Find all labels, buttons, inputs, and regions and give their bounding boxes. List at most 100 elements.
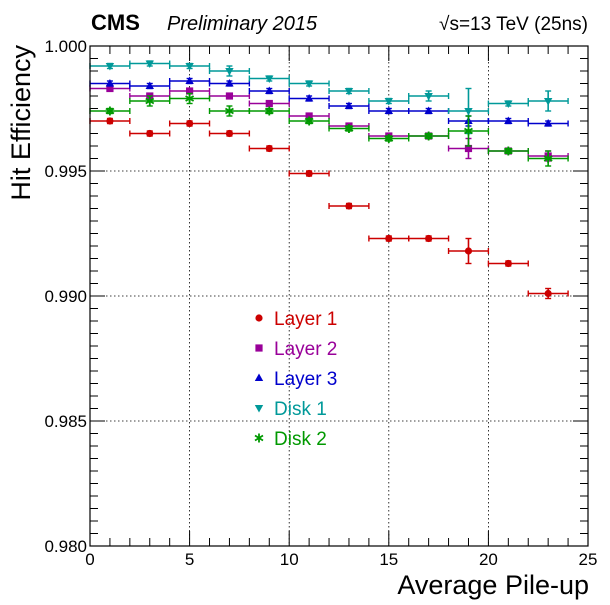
star-arm — [145, 97, 155, 105]
data-marker — [504, 116, 513, 124]
data-point — [408, 106, 450, 115]
data-marker — [424, 106, 433, 114]
data-point — [487, 259, 529, 268]
star-arm — [264, 107, 274, 115]
data-marker — [425, 234, 433, 243]
legend-marker — [254, 373, 264, 381]
data-marker — [105, 79, 115, 87]
series-layer-1 — [89, 117, 569, 300]
data-point — [248, 99, 290, 108]
data-point — [368, 97, 410, 106]
data-point — [248, 86, 290, 95]
data-marker — [106, 117, 114, 125]
data-marker — [344, 101, 354, 109]
data-marker — [185, 63, 194, 71]
data-marker — [265, 86, 274, 94]
energy-label: √s=13 TeV (25ns) — [439, 14, 588, 35]
data-marker — [225, 68, 234, 76]
star-arm — [224, 107, 234, 115]
data-point — [89, 62, 131, 71]
data-marker — [543, 119, 553, 127]
star-arm — [304, 117, 314, 125]
x-tick-label: 10 — [280, 550, 299, 569]
data-marker — [146, 129, 154, 138]
data-marker — [265, 99, 273, 108]
data-marker — [384, 106, 393, 114]
status-label: Preliminary 2015 — [167, 13, 318, 35]
data-point — [328, 101, 370, 110]
experiment-label: CMS — [91, 10, 140, 35]
data-marker — [305, 169, 313, 178]
data-marker — [265, 144, 273, 153]
data-marker — [384, 98, 393, 106]
series-disk-1 — [89, 60, 569, 135]
data-point — [408, 131, 450, 141]
x-tick-label: 25 — [579, 550, 598, 569]
data-point — [487, 100, 529, 108]
data-point — [527, 287, 569, 300]
star-arm — [503, 147, 513, 155]
data-marker — [304, 116, 314, 126]
legend-marker — [255, 344, 263, 352]
data-marker — [424, 131, 434, 141]
data-marker — [225, 92, 234, 100]
star-arm — [464, 127, 473, 135]
data-point — [527, 119, 569, 127]
legend-label: Disk 2 — [274, 429, 327, 450]
legend-marker — [254, 433, 264, 443]
x-tick-label: 15 — [379, 550, 398, 569]
data-marker — [225, 129, 234, 138]
data-marker — [504, 259, 512, 268]
data-point — [248, 75, 290, 83]
legend-entry-layer-1: Layer 1 — [255, 309, 337, 330]
legend-label: Layer 3 — [274, 369, 337, 390]
data-marker — [464, 144, 473, 153]
data-point — [168, 76, 211, 85]
data-marker — [264, 106, 274, 116]
legend-marker — [254, 405, 264, 413]
legend-label: Layer 2 — [274, 339, 337, 360]
data-marker — [185, 94, 195, 103]
data-point — [129, 129, 171, 138]
data-point — [168, 87, 211, 95]
data-point — [288, 80, 330, 88]
data-point — [208, 129, 251, 138]
series-disk-2 — [89, 92, 569, 167]
data-point — [288, 169, 330, 178]
data-point — [288, 94, 330, 102]
data-marker — [265, 75, 274, 83]
data-marker — [305, 112, 313, 120]
data-marker — [344, 88, 354, 96]
legend-entry-disk-2: Disk 2 — [254, 429, 327, 450]
data-point — [288, 116, 330, 126]
data-marker — [503, 146, 513, 156]
y-tick-label: 0.980 — [44, 537, 87, 556]
data-marker — [186, 87, 194, 95]
x-tick-label: 20 — [479, 550, 498, 569]
data-marker — [544, 289, 552, 298]
data-marker — [186, 119, 194, 128]
y-tick-label: 0.995 — [44, 162, 87, 181]
data-marker — [424, 93, 433, 101]
x-tick-label: 5 — [185, 550, 194, 569]
data-marker — [464, 247, 473, 255]
star-arm — [543, 155, 553, 162]
data-marker — [543, 98, 553, 106]
data-marker — [224, 106, 234, 116]
x-tick-label: 0 — [85, 550, 94, 569]
data-point — [328, 202, 370, 210]
data-marker — [504, 100, 513, 108]
data-point — [487, 146, 529, 156]
data-marker — [464, 126, 473, 136]
legend-label: Disk 1 — [274, 399, 327, 420]
data-marker — [145, 81, 154, 89]
data-point — [208, 105, 251, 117]
data-marker — [384, 134, 394, 143]
data-point — [129, 81, 171, 90]
star-arm — [185, 95, 195, 102]
data-marker — [304, 80, 314, 88]
energy-sqrt-s: √s — [439, 14, 459, 35]
y-tick-label: 0.990 — [44, 287, 87, 306]
